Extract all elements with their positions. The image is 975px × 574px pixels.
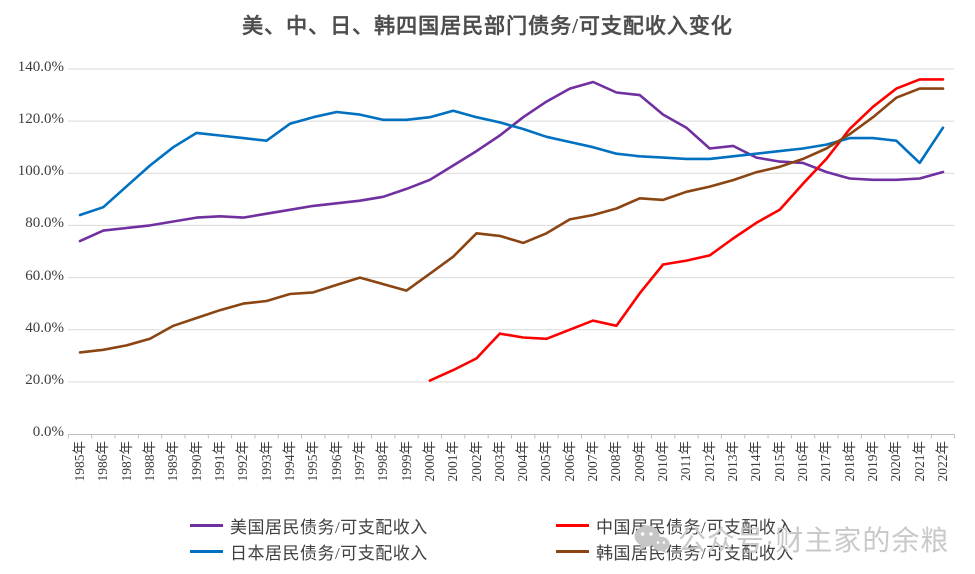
x-tick-label: 2019年 xyxy=(865,441,881,482)
japan-line-swatch xyxy=(190,549,223,553)
x-tick-label: 2010年 xyxy=(655,441,671,482)
watermark: 公众号·财主家的余粮 xyxy=(634,519,949,559)
china-line-swatch xyxy=(556,523,589,527)
x-tick-label: 1987年 xyxy=(118,441,134,482)
x-tick-label: 1999年 xyxy=(398,441,414,482)
x-tick-label: 1991年 xyxy=(211,441,227,482)
legend-item-us: 美国居民债务/可支配收入 xyxy=(190,516,428,537)
series-line xyxy=(428,78,945,382)
x-tick-label: 1996年 xyxy=(328,441,344,482)
x-tick-label: 2018年 xyxy=(841,441,857,482)
legend-label-us: 美国居民债务/可支配收入 xyxy=(230,517,428,537)
wechat-bubbles-icon xyxy=(634,525,670,554)
x-tick-label: 1998年 xyxy=(375,441,391,482)
us-line-swatch xyxy=(190,523,223,527)
x-tick-label: 2015年 xyxy=(771,441,787,482)
x-tick-label: 2011年 xyxy=(678,441,694,481)
x-tick-label: 2008年 xyxy=(608,441,624,482)
x-tick-label: 2016年 xyxy=(795,441,811,482)
x-tick-label: 2013年 xyxy=(725,441,741,482)
x-tick-label: 2004年 xyxy=(515,441,531,482)
x-tick-label: 2014年 xyxy=(748,441,764,482)
legend-label-korea: 韩国居民债务/可支配收入 xyxy=(596,543,794,563)
x-tick-label: 2000年 xyxy=(421,441,437,482)
x-tick-label: 1989年 xyxy=(165,441,181,482)
x-tick-label: 1985年 xyxy=(72,441,87,482)
x-tick-label: 2006年 xyxy=(561,441,577,482)
x-tick-label: 1990年 xyxy=(188,441,204,482)
x-tick-label: 2020年 xyxy=(888,441,904,482)
x-tick-label: 2003年 xyxy=(491,441,507,482)
legend-label-japan: 日本居民债务/可支配收入 xyxy=(230,543,428,563)
x-tick-label: 1997年 xyxy=(351,441,367,482)
x-tick-label: 2001年 xyxy=(445,441,461,482)
x-tick-label: 2007年 xyxy=(585,441,601,482)
series-line xyxy=(78,87,945,354)
x-tick-label: 2017年 xyxy=(818,441,834,482)
x-tick-label: 1995年 xyxy=(305,441,321,482)
watermark-text: 公众号·财主家的余粮 xyxy=(678,525,950,556)
y-tick-label: 80.0% xyxy=(25,215,64,232)
x-tick-label: 1992年 xyxy=(235,441,251,482)
x-tick-label: 1988年 xyxy=(141,441,157,482)
chart-title: 美、中、日、韩四国居民部门债务/可支配收入变化 xyxy=(242,14,733,38)
y-tick-label: 120.0% xyxy=(17,111,64,128)
x-tick-label: 2022年 xyxy=(934,441,950,482)
x-tick-label: 1993年 xyxy=(258,441,274,482)
series-line xyxy=(78,80,945,243)
x-tick-label: 1994年 xyxy=(281,441,297,482)
x-tick-label: 2012年 xyxy=(701,441,717,482)
y-tick-label: 0.0% xyxy=(32,424,64,440)
y-tick-label: 60.0% xyxy=(25,267,64,284)
x-tick-label: 2002年 xyxy=(468,441,484,482)
y-tick-label: 20.0% xyxy=(25,371,64,388)
y-tick-label: 140.0% xyxy=(17,59,64,75)
x-tick-label: 2009年 xyxy=(631,441,647,482)
legend-item-japan: 日本居民债务/可支配收入 xyxy=(190,542,428,563)
x-tick-label: 2021年 xyxy=(911,441,927,482)
y-tick-label: 40.0% xyxy=(25,319,64,336)
x-tick-label: 2005年 xyxy=(538,441,554,482)
y-tick-label: 100.0% xyxy=(17,163,64,180)
legend-item-korea: 韩国居民债务/可支配收入 xyxy=(556,542,794,563)
korea-line-swatch xyxy=(556,549,589,553)
series-line xyxy=(78,109,945,217)
x-tick-label: 1986年 xyxy=(95,441,111,482)
